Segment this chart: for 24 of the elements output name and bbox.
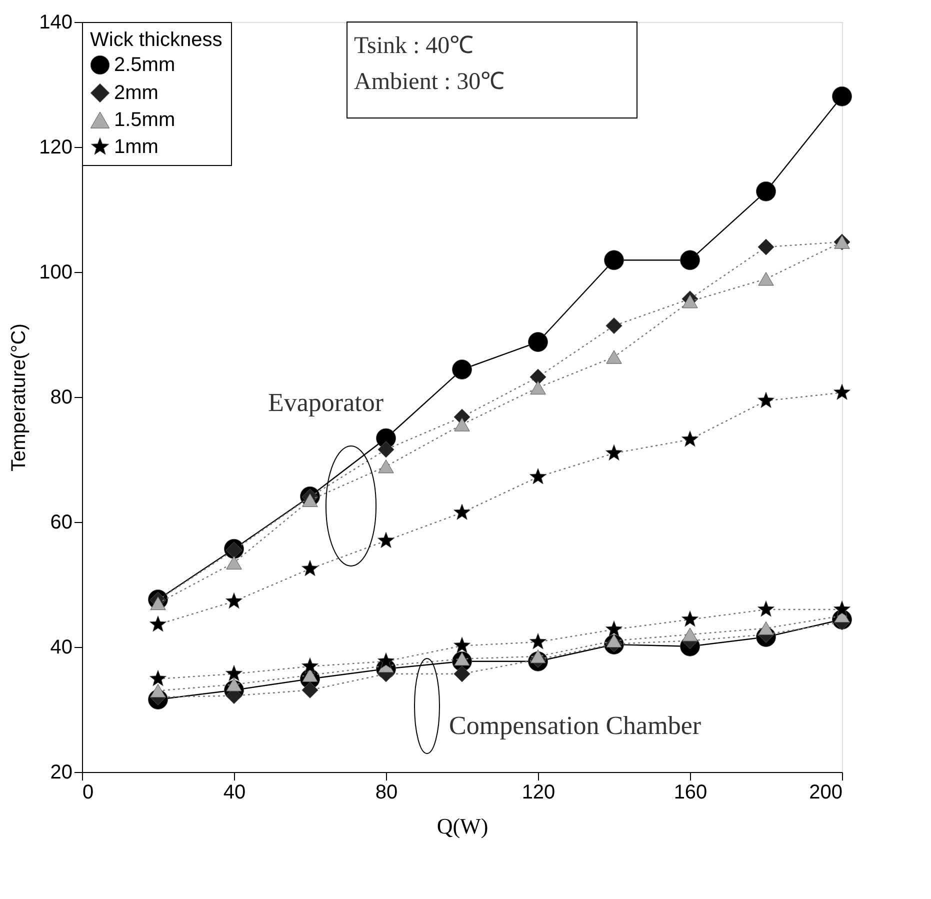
y-tick-label: 20 <box>50 762 72 784</box>
annotation: Evaporator <box>268 388 384 417</box>
y-tick-label: 100 <box>39 262 72 284</box>
y-tick-label: 80 <box>50 386 72 408</box>
annotation: Ambient : 30℃ <box>354 69 505 95</box>
x-tick-label: 160 <box>674 782 708 804</box>
y-tick-label: 40 <box>50 636 72 658</box>
x-tick-label: 200 <box>809 782 842 804</box>
legend-label: 2mm <box>114 82 158 104</box>
x-tick-label: 80 <box>375 782 398 804</box>
legend-label: 2.5mm <box>114 54 176 76</box>
legend-label: 1mm <box>114 136 158 158</box>
annotation: Tsink : 40℃ <box>354 33 474 59</box>
annotation: Compensation Chamber <box>449 711 702 740</box>
x-tick-label: 40 <box>223 782 246 804</box>
x-tick-label: 120 <box>522 782 556 804</box>
x-axis-title: Q(W) <box>436 814 488 838</box>
x-tick-label: 0 <box>82 782 94 804</box>
y-tick-label: 60 <box>50 512 72 534</box>
legend-title: Wick thickness <box>90 29 222 51</box>
y-tick-label: 120 <box>39 136 72 158</box>
y-tick-label: 140 <box>39 12 72 34</box>
legend-label: 1.5mm <box>114 109 176 131</box>
y-axis-title: Temperature(°C) <box>8 323 30 472</box>
